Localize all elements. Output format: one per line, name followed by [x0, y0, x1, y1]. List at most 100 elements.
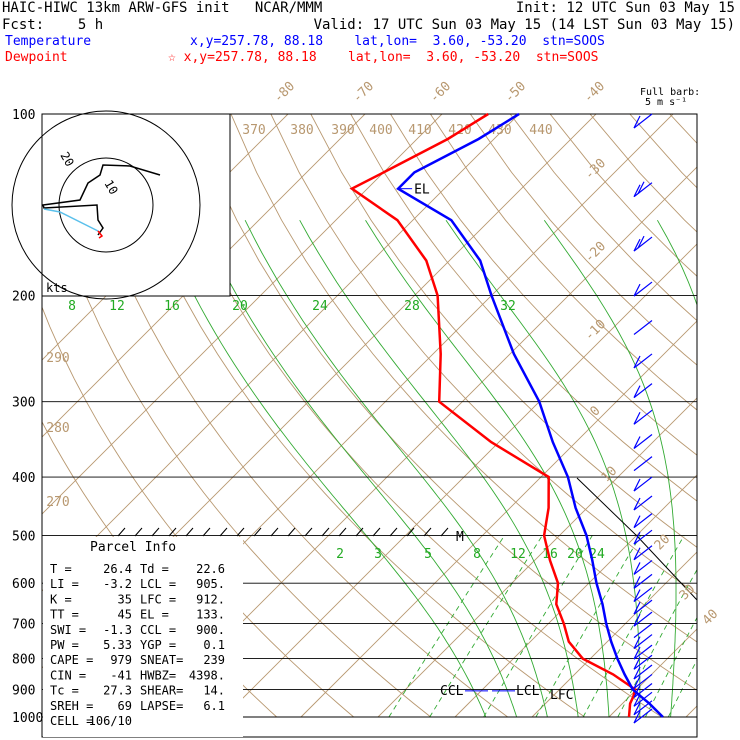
lfc-label: LFC	[550, 688, 573, 703]
parcel-key: SWI =	[50, 623, 86, 637]
wind-barb	[633, 559, 653, 575]
dry-adiabat-line	[629, 114, 697, 189]
hatch-mark	[423, 527, 432, 537]
theta-label: 400	[369, 123, 392, 138]
dry-adiabat-line	[42, 160, 431, 718]
wind-barb	[633, 545, 653, 561]
wind-barb	[633, 664, 653, 680]
theta-label: 290	[46, 351, 69, 366]
pressure-label: 900	[12, 683, 35, 698]
wind-barb-flag	[633, 694, 641, 707]
wind-barb-flag	[633, 613, 641, 627]
wind-barb-flag	[633, 355, 641, 369]
theta-label: 430	[488, 123, 511, 138]
lcl-label: LCL	[516, 684, 540, 699]
dry-adiabat-line	[710, 114, 740, 717]
wind-barb-flag	[633, 497, 641, 511]
mixing-ratio-line	[535, 535, 641, 718]
theta-label: 270	[46, 495, 69, 510]
parcel-key: LFC =	[140, 592, 176, 606]
wind-barb-flag	[633, 478, 641, 492]
isotherm-label: -70	[350, 79, 377, 106]
hatch-mark	[253, 527, 262, 537]
wind-barb	[633, 513, 653, 529]
isotherm-label: 20	[652, 532, 674, 554]
theta-label: 380	[290, 123, 313, 138]
dry-adiabat-line	[669, 114, 697, 144]
parcel-value: 45	[118, 608, 132, 622]
dry-adiabat-line	[350, 114, 697, 502]
hodograph-ring-label: 10	[101, 178, 120, 198]
wind-barb	[633, 113, 653, 129]
parcel-value: 6.1	[203, 699, 225, 713]
moist-adiabat-line	[732, 220, 740, 717]
mixing-ratio-line	[617, 568, 697, 718]
parcel-value: 5.33	[103, 638, 132, 652]
hatch-mark	[440, 527, 449, 537]
hodograph-surface	[97, 230, 104, 239]
moist-adiabat-line	[543, 219, 677, 718]
mixing-ratio-label: 3	[374, 547, 382, 562]
pressure-label: 100	[12, 108, 35, 123]
wind-barb-flag	[633, 710, 641, 724]
wind-barb	[633, 476, 653, 492]
pressure-label: 300	[12, 396, 35, 411]
parcel-key: LAPSE=	[140, 699, 183, 713]
isotherm-label: 10	[599, 464, 621, 486]
wind-barb	[633, 691, 653, 707]
hatch-mark	[389, 527, 398, 537]
plot-frame	[41, 113, 698, 738]
mixing-ratio-label: 16	[542, 547, 558, 562]
parcel-key: CELL =	[50, 714, 93, 728]
isotherm-label: -80	[271, 79, 298, 106]
parcel-title: Parcel Info	[90, 540, 176, 555]
wind-barb	[633, 654, 653, 670]
pressure-label: 400	[12, 471, 35, 486]
hatch-mark	[270, 527, 279, 537]
wind-barb	[633, 623, 653, 639]
wind-barb	[633, 456, 653, 472]
wind-barb-flag	[633, 283, 641, 297]
parcel-value: 900.	[196, 623, 225, 637]
parcel-value: 133.	[196, 608, 225, 622]
mixing-ratio-label: 20	[232, 299, 248, 314]
wind-barb-flag	[633, 238, 641, 252]
wind-barb-flag	[633, 385, 641, 398]
hatch-mark	[117, 527, 126, 537]
wind-barb-flag	[633, 184, 641, 197]
isotherm-label: 30	[677, 582, 699, 604]
barb-legend-line2: 5 m s⁻¹	[645, 97, 687, 108]
wind-barb	[633, 708, 653, 724]
parcel-value: 912.	[196, 592, 225, 606]
theta-label: 440	[529, 123, 552, 138]
moist-adiabat-line	[365, 219, 610, 718]
parcel-value: 239	[203, 653, 225, 667]
hodograph-units: kts	[46, 281, 68, 295]
wind-barb-flag	[633, 636, 641, 649]
hatch-mark	[355, 527, 364, 537]
dry-adiabat-line	[150, 114, 662, 718]
mixing-ratio-label: 12	[510, 547, 526, 562]
el-label: EL	[414, 183, 430, 198]
wind-barbs	[633, 113, 653, 724]
parcel-key: YGP =	[140, 638, 176, 652]
hodograph-ring-inner	[58, 157, 154, 253]
dry-adiabat-line	[110, 114, 585, 718]
parcel-value: -3.2	[103, 577, 132, 591]
parcel-key: SNEAT=	[140, 653, 183, 667]
mixing-ratio-label: 24	[589, 547, 605, 562]
wind-barb	[633, 182, 653, 198]
wind-barb	[633, 383, 653, 399]
wind-barb-flag	[633, 412, 641, 425]
hatch-mark	[236, 527, 245, 537]
sounding-boundary	[576, 477, 698, 601]
isotherm-line	[685, 705, 697, 718]
hodograph-lowlevel	[43, 208, 99, 232]
parcel-value: 4398.	[189, 668, 225, 682]
hatch-mark	[151, 527, 160, 537]
wind-barb-flag	[633, 515, 641, 528]
hatch-mark	[202, 527, 211, 537]
parcel-box-bg	[43, 537, 243, 737]
dry-adiabat-line	[310, 114, 697, 548]
pressure-label: 200	[12, 290, 35, 305]
